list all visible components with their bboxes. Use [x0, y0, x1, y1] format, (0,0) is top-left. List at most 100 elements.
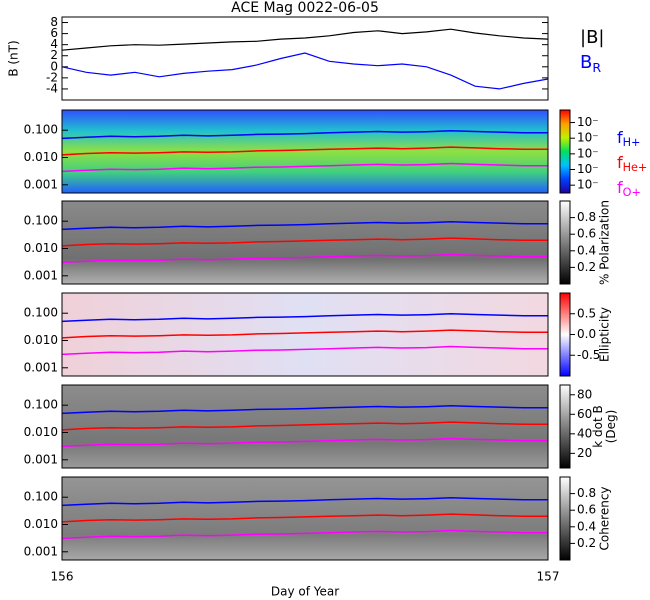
spectrogram-background	[62, 201, 548, 284]
colorbar-tick-label: 0.8	[577, 486, 596, 500]
y-axis-label: B (nT)	[7, 40, 21, 76]
y-tick-label: 0.001	[24, 452, 58, 466]
plot-frame	[61, 200, 549, 285]
colorbar-tick-label: 80	[577, 387, 592, 401]
legend-entry: |B|	[580, 27, 604, 48]
colorbar	[559, 109, 571, 194]
legend-name: f	[617, 153, 623, 172]
legend-name: f	[617, 128, 623, 147]
colorbar-tick-label: 0.8	[577, 210, 596, 224]
y-tick-label: 0.010	[24, 517, 58, 531]
legend-entry: BR	[580, 52, 601, 75]
data-line	[61, 313, 548, 323]
legend-subscript: R	[592, 60, 601, 75]
colorbar	[559, 384, 571, 469]
y-tick-label: 2	[50, 48, 58, 62]
y-tick-label: 0.001	[24, 360, 58, 374]
data-line	[61, 345, 548, 356]
data-line	[61, 221, 548, 231]
colorbar-tick-label: 0.6	[577, 503, 596, 517]
legend-subscript: H+	[623, 136, 641, 149]
spectrogram-background	[62, 110, 548, 193]
chart-title: ACE Mag 0022-06-05	[231, 0, 379, 16]
plot-frame	[61, 109, 549, 194]
colorbar-label: % Polarization	[598, 200, 612, 285]
legend-name: |B|	[580, 27, 604, 48]
colorbar-label: Ellipticity	[598, 307, 612, 362]
spectrogram-background	[62, 293, 548, 376]
y-tick-label: 0.100	[24, 214, 58, 228]
colorbar-tick-label: -0.5	[577, 348, 600, 362]
y-tick-label: -4	[46, 81, 58, 95]
legend-subscript: He+	[623, 161, 648, 174]
data-line	[61, 52, 549, 90]
colorbar-tick-label: 10⁻	[577, 146, 599, 160]
spectrogram-background	[62, 385, 548, 468]
y-tick-label: 0.001	[24, 544, 58, 558]
y-tick-label: 6	[50, 26, 58, 40]
y-tick-label: 8	[50, 15, 58, 29]
data-line	[61, 253, 548, 264]
x-tick-label: 157	[537, 570, 560, 584]
x-axis-label: Day of Year	[271, 585, 339, 599]
y-tick-label: 0.010	[24, 241, 58, 255]
data-line	[61, 237, 548, 247]
colorbar-label: (Deg)	[604, 410, 618, 444]
colorbar-tick-label: 0.2	[577, 536, 596, 550]
y-tick-label: 0.100	[24, 306, 58, 320]
colorbar-tick-label: 20	[577, 446, 592, 460]
colorbar	[559, 200, 571, 285]
data-line	[61, 421, 548, 431]
colorbar-tick-label: 0.2	[577, 260, 596, 274]
colorbar-tick-label: 10⁻	[577, 131, 599, 145]
y-tick-label: 0.100	[24, 398, 58, 412]
y-tick-label: 0.100	[24, 490, 58, 504]
spectrogram-background	[62, 477, 548, 560]
data-line	[61, 146, 548, 156]
plot-frame	[61, 16, 549, 101]
data-line	[61, 130, 548, 140]
colorbar-tick-label: 0.4	[577, 519, 596, 533]
y-tick-label: 0.100	[24, 123, 58, 137]
colorbar-tick-label: 10⁻	[577, 115, 599, 129]
colorbar-tick-label: 10⁻	[577, 162, 599, 176]
plot-frame	[61, 384, 549, 469]
y-tick-label: 0.010	[24, 150, 58, 164]
legend-name: f	[617, 178, 623, 197]
legend-entry: fHe+	[617, 153, 647, 175]
y-tick-label: 0.010	[24, 425, 58, 439]
colorbar-tick-label: 40	[577, 426, 592, 440]
data-line	[61, 513, 548, 523]
data-line	[61, 162, 548, 173]
y-tick-label: 0.001	[24, 177, 58, 191]
data-line	[61, 437, 548, 448]
data-line	[61, 329, 548, 339]
y-tick-label: 0	[50, 59, 58, 73]
colorbar-label: k dot B	[591, 405, 605, 447]
colorbar-tick-label: 10⁻	[577, 178, 599, 192]
legend-entry: fH+	[617, 128, 640, 150]
y-tick-label: 0.001	[24, 268, 58, 282]
plot-frame	[61, 476, 549, 561]
plot-frame	[61, 292, 549, 377]
colorbar-tick-label: 0.0	[577, 327, 596, 341]
y-tick-label: -2	[46, 70, 58, 84]
data-line	[61, 28, 549, 51]
x-tick-label: 156	[51, 570, 74, 584]
legend-entry: fO+	[617, 178, 641, 200]
data-line	[61, 405, 548, 415]
data-line	[61, 497, 548, 507]
legend-name: B	[580, 52, 592, 73]
y-tick-label: 4	[50, 37, 58, 51]
data-line	[61, 529, 548, 540]
colorbar	[559, 292, 571, 377]
legend-subscript: O+	[623, 186, 641, 199]
colorbar	[559, 476, 571, 561]
colorbar-label: Coherency	[598, 486, 612, 550]
colorbar-tick-label: 0.5	[577, 306, 596, 320]
colorbar-tick-label: 60	[577, 407, 592, 421]
colorbar-tick-label: 0.6	[577, 227, 596, 241]
y-tick-label: 0.010	[24, 333, 58, 347]
colorbar-tick-label: 0.4	[577, 243, 596, 257]
